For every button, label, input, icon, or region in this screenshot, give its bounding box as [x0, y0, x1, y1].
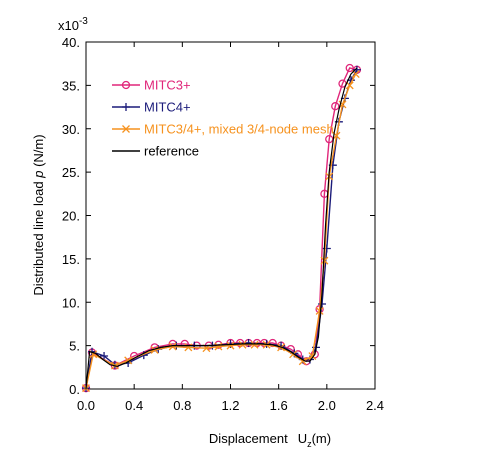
data-point-circle [121, 80, 131, 90]
y-multiplier-base: x10 [58, 18, 79, 33]
legend-item: MITC4+ [112, 100, 191, 115]
data-point-plus [100, 352, 109, 361]
data-point-x [168, 342, 177, 351]
y-axis-label: Distributed line load p (N/m) [31, 134, 46, 295]
y-tick-label: 30. [62, 122, 80, 137]
data-point-x [250, 340, 259, 349]
data-point-x [226, 341, 235, 350]
x-tick-label: 2.4 [366, 398, 384, 413]
x-axis-label-text: Displacement [209, 431, 288, 446]
x-tick-label: 0.4 [125, 398, 143, 413]
legend-item: MITC3/4+, mixed 3/4-node mesh [112, 122, 334, 137]
data-point-plus [244, 339, 253, 348]
series-group [81, 63, 362, 393]
y-tick-label: 15. [62, 252, 80, 267]
y-tick-label: 25. [62, 165, 80, 180]
legend-label: MITC4+ [144, 100, 191, 115]
x-tick-label: 0.0 [77, 398, 95, 413]
y-axis-label-unit: (N/m) [31, 134, 46, 167]
y-axis-label-symbol: p [31, 171, 46, 179]
x-tick-label: 1.2 [221, 398, 239, 413]
data-point-x [315, 306, 324, 315]
legend-label: MITC3+ [144, 78, 191, 93]
data-point-circle [331, 102, 340, 111]
series-mitc3-4-mixed-3-4-node-mesh [82, 70, 360, 393]
legend-item: MITC3+ [112, 78, 191, 93]
series-line [85, 67, 358, 390]
legend-item: reference [112, 144, 199, 159]
data-point-plus [277, 341, 286, 350]
data-point-x [122, 125, 130, 133]
x-axis-label-subscript: z [307, 439, 312, 449]
plot-area [85, 41, 376, 390]
series-reference [85, 67, 358, 390]
legend-label: reference [144, 144, 199, 159]
x-axis-label-symbol: U [298, 431, 307, 446]
data-point-plus [318, 299, 327, 308]
y-tick-label: 20. [62, 209, 80, 224]
x-tick-label: 1.6 [270, 398, 288, 413]
data-point-x [238, 340, 247, 349]
data-point-plus [122, 103, 130, 111]
data-point-x [214, 342, 223, 351]
axis-ticks: 0.0 0.4 0.8 1.2 1.6 2.0 2.4 0. 5. 10. 15. 20. 25. 30.… [62, 35, 384, 413]
y-tick-label: 10. [62, 295, 80, 310]
x-axis-label: Displacement Uz(m) [209, 431, 331, 449]
y-multiplier: x10-3 [58, 16, 88, 33]
y-tick-label: 40. [62, 35, 80, 50]
y-multiplier-exponent: -3 [79, 16, 88, 27]
x-axis-label-unit: (m) [312, 431, 332, 446]
y-tick-label: 35. [62, 78, 80, 93]
x-tick-label: 2.0 [318, 398, 336, 413]
plot-frame [85, 41, 376, 390]
y-tick-label: 0. [69, 382, 80, 397]
data-point-x [320, 256, 329, 265]
data-point-x [150, 346, 159, 354]
x-tick-label: 0.8 [173, 398, 191, 413]
legend-label: MITC3/4+, mixed 3/4-node mesh [144, 122, 334, 137]
y-axis-label-text: Distributed line load [31, 181, 46, 295]
series-line [85, 73, 357, 389]
legend: MITC3+ MITC4+ MITC3/4+, mixed 3/4-node mes… [112, 78, 334, 159]
series-line [85, 67, 358, 389]
y-tick-label: 5. [69, 339, 80, 354]
